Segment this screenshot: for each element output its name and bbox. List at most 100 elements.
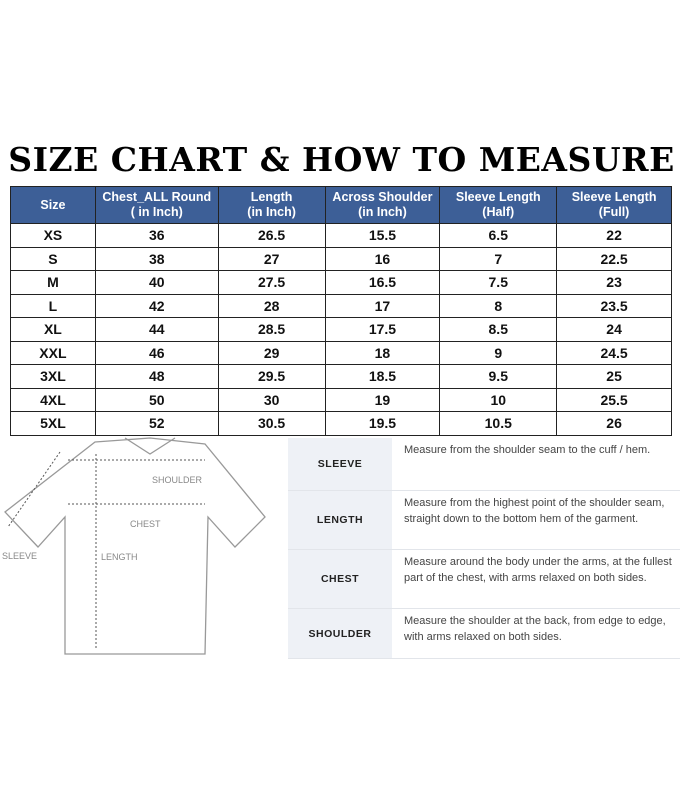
table-cell: 52 [94,411,219,436]
table-cell: 15.5 [324,223,441,248]
table-cell: 10.5 [439,411,558,436]
guide-text: Measure around the body under the arms, … [404,556,672,584]
header-line1: Size [40,197,66,212]
table-row: XL 44 28.5 17.5 8.5 24 [10,317,672,342]
table-row: 5XL 52 30.5 19.5 10.5 26 [10,411,672,436]
guide-row: SHOULDER Measure the shoulder at the back… [288,609,680,659]
table-cell: 7.5 [439,270,558,295]
table-cell: 19 [324,387,441,412]
guide-text: Measure the shoulder at the back, from e… [404,615,666,643]
table-row: XXL 46 29 18 9 24.5 [10,340,672,365]
page-title: SIZE CHART & HOW TO MEASURE [8,140,675,179]
guide-text: Measure from the shoulder seam to the cu… [404,444,651,456]
table-cell: 23 [556,270,672,295]
guide-label: CHEST [288,550,392,608]
table-row: XS 36 26.5 15.5 6.5 22 [10,223,672,248]
size-cell: L [10,293,96,318]
sleeve-label: SLEEVE [2,551,37,561]
table-row: M 40 27.5 16.5 7.5 23 [10,270,672,295]
header-line1: Across Shoulder [332,190,433,204]
guide-row: LENGTH Measure from the highest point of … [288,491,680,550]
table-cell: 9.5 [439,364,558,389]
table-cell: 22.5 [556,246,672,271]
table-cell: 46 [94,340,219,365]
table-cell: 40 [94,270,219,295]
header-line2: (Half) [482,205,515,219]
header-line1: Sleeve Length [455,190,541,204]
table-cell: 9 [439,340,558,365]
header-line2: (in Inch) [358,205,407,219]
header-line1: Length [250,190,293,204]
table-cell: 22 [556,223,672,248]
size-cell: S [10,246,96,271]
size-cell: XXL [10,340,96,365]
column-header: Sleeve Length (Full) [556,186,672,224]
guide-label: SLEEVE [288,438,392,490]
guide-row: SLEEVE Measure from the shoulder seam to … [288,438,680,491]
guide-row: CHEST Measure around the body under the a… [288,550,680,609]
table-cell: 42 [94,293,219,318]
table-cell: 28.5 [217,317,326,342]
table-cell: 29 [217,340,326,365]
column-header: Chest_ALL Round( in Inch) [94,186,219,224]
header-line2: ( in Inch) [130,205,183,219]
table-cell: 27 [217,246,326,271]
table-cell: 16 [324,246,441,271]
table-cell: 44 [94,317,219,342]
table-cell: 30 [217,387,326,412]
header-line2: (Full) [598,205,630,219]
table-cell: 48 [94,364,219,389]
table-cell: 18 [324,340,441,365]
table-cell: 6.5 [439,223,558,248]
table-cell: 27.5 [217,270,326,295]
guide-label: SHOULDER [288,609,392,658]
table-cell: 26 [556,411,672,436]
table-cell: 23.5 [556,293,672,318]
table-cell: 29.5 [217,364,326,389]
header-line1: Sleeve Length [571,190,657,204]
table-cell: 25.5 [556,387,672,412]
table-cell: 26.5 [217,223,326,248]
table-cell: 18.5 [324,364,441,389]
table-cell: 19.5 [324,411,441,436]
shirt-diagram: SHOULDER CHEST LENGTH SLEEVE [2,437,266,655]
column-header: Across Shoulder (in Inch) [324,186,441,224]
shirt-outline [4,437,266,655]
table-row: 3XL 48 29.5 18.5 9.5 25 [10,364,672,389]
guide-label: LENGTH [288,491,392,549]
header-line1: Chest_ALL Round [102,190,212,204]
size-cell: M [10,270,96,295]
size-cell: 3XL [10,364,96,389]
shoulder-label: SHOULDER [152,475,203,485]
size-cell: 5XL [10,411,96,436]
table-cell: 7 [439,246,558,271]
column-header: Length (in Inch) [217,186,326,224]
table-cell: 17 [324,293,441,318]
size-cell: XL [10,317,96,342]
table-cell: 38 [94,246,219,271]
table-cell: 8 [439,293,558,318]
size-cell: 4XL [10,387,96,412]
header-line2: (in Inch) [247,205,296,219]
table-cell: 24.5 [556,340,672,365]
table-cell: 16.5 [324,270,441,295]
column-header: Size [10,186,96,224]
table-row: S 38 27 16 7 22.5 [10,246,672,271]
table-cell: 50 [94,387,219,412]
table-cell: 24 [556,317,672,342]
column-header: Sleeve Length (Half) [439,186,558,224]
table-cell: 10 [439,387,558,412]
table-cell: 8.5 [439,317,558,342]
table-row: 4XL 50 30 19 10 25.5 [10,387,672,412]
table-cell: 25 [556,364,672,389]
measure-guide: SLEEVE Measure from the shoulder seam to … [288,438,680,659]
table-cell: 28 [217,293,326,318]
chest-label: CHEST [130,519,161,529]
length-label: LENGTH [101,552,138,562]
table-row: L 42 28 17 8 23.5 [10,293,672,318]
table-cell: 17.5 [324,317,441,342]
size-table: Size Chest_ALL Round( in Inch) Length (in I… [10,186,672,436]
table-cell: 36 [94,223,219,248]
guide-text: Measure from the highest point of the sh… [404,497,665,525]
table-header-row: Size Chest_ALL Round( in Inch) Length (in I… [10,186,672,224]
